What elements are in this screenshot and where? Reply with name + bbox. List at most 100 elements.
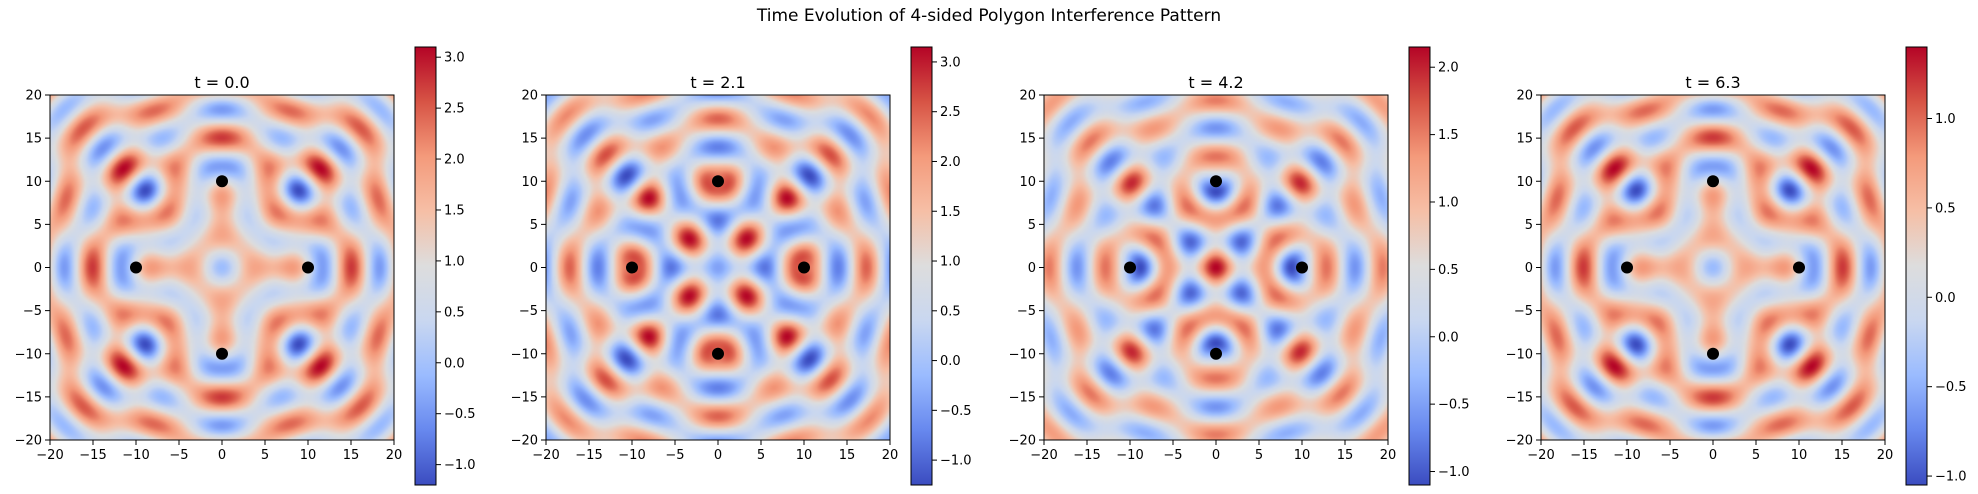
y-tick-label: −15 [511, 390, 538, 405]
y-tick-label: −15 [15, 390, 42, 405]
axes-frame [545, 94, 891, 441]
y-tick-label: −20 [1009, 434, 1036, 449]
y-tick-label: −5 [23, 304, 42, 319]
source-marker [1210, 175, 1222, 188]
colorbar-tick-label: −0.5 [1438, 398, 1470, 413]
colorbar-tick-label: 0.0 [940, 354, 961, 369]
x-tick-label: −10 [1116, 448, 1143, 463]
heatmap-image [1541, 95, 1885, 440]
source-marker [798, 261, 810, 274]
y-tick-label: −10 [1506, 347, 1533, 362]
y-tick-label: 5 [34, 218, 42, 233]
x-tick-label: −20 [1527, 448, 1554, 463]
y-tick-label: −5 [1514, 304, 1533, 319]
x-tick-label: 0 [1709, 448, 1717, 463]
colorbar [1905, 46, 1928, 486]
x-tick-label: 15 [343, 448, 360, 463]
x-tick-label: −5 [169, 448, 188, 463]
x-tick-label: −15 [79, 448, 106, 463]
x-tick-label: −5 [1660, 448, 1679, 463]
source-marker [712, 175, 724, 188]
colorbar-tick-label: 0.0 [1935, 291, 1956, 306]
colorbar-tick-label: 0.5 [940, 304, 961, 319]
source-marker [712, 347, 724, 360]
x-tick-label: 5 [1255, 448, 1263, 463]
x-tick-label: 5 [1752, 448, 1760, 463]
x-tick-label: 0 [218, 448, 226, 463]
subplot-3: t = 4.2 −20 −15 −10 −5 0 5 10 15 20 20 15 10 5 0 −5 −10 −… [1009, 46, 1470, 486]
colorbar-tick-label: 1.5 [1438, 128, 1459, 143]
x-tick-label: −20 [532, 448, 559, 463]
y-tick-label: 20 [1516, 89, 1533, 104]
y-tick-label: −20 [511, 434, 538, 449]
source-marker [1707, 347, 1719, 360]
y-tick-label: 15 [521, 132, 538, 147]
colorbar-tick-label: 0.0 [444, 356, 465, 371]
y-tick-label: 0 [1525, 261, 1533, 276]
axes-frame [1043, 94, 1389, 441]
y-tick-label: 10 [521, 175, 538, 190]
colorbar-tick-label: −1.0 [1438, 465, 1470, 480]
y-tick-label: 10 [1019, 175, 1036, 190]
subplot-title: t = 2.1 [690, 73, 745, 92]
x-tick-label: 10 [1791, 448, 1808, 463]
y-tick-label: 20 [25, 89, 42, 104]
colorbar-tick-label: 2.5 [444, 102, 465, 117]
x-tick-label: −15 [1570, 448, 1597, 463]
heatmap-image [50, 95, 394, 440]
subplot-title: t = 4.2 [1188, 73, 1243, 92]
colorbar-tick-label: 1.0 [940, 255, 961, 270]
subplot-4: t = 6.3 −20 −15 −10 −5 0 5 10 15 20 20 15 10 5 0 −5 −10 −… [1506, 46, 1967, 486]
x-tick-label: 5 [261, 448, 269, 463]
y-tick-label: 5 [1028, 218, 1036, 233]
y-tick-label: 0 [530, 261, 538, 276]
colorbar-tick-label: 2.0 [1438, 61, 1459, 76]
x-tick-label: 10 [300, 448, 317, 463]
y-tick-label: −5 [1017, 304, 1036, 319]
colorbar-tick-label: 3.0 [444, 51, 465, 66]
source-marker [1124, 261, 1136, 274]
y-tick-label: 15 [25, 132, 42, 147]
y-tick-label: 0 [34, 261, 42, 276]
y-tick-label: 20 [521, 89, 538, 104]
figure-title: Time Evolution of 4-sided Polygon Interf… [756, 6, 1222, 26]
source-marker [626, 261, 638, 274]
x-tick-label: −10 [618, 448, 645, 463]
x-tick-label: −10 [1613, 448, 1640, 463]
x-tick-label: 20 [882, 448, 899, 463]
source-marker [1621, 261, 1633, 274]
colorbar-tick-label: −0.5 [444, 407, 476, 422]
colorbar-tick-label: 2.5 [940, 105, 961, 120]
y-tick-label: 5 [1525, 218, 1533, 233]
y-tick-label: 15 [1516, 132, 1533, 147]
colorbar-tick-label: −1.0 [444, 458, 476, 473]
colorbar [414, 46, 437, 486]
colorbar-tick-label: 3.0 [940, 55, 961, 70]
x-tick-label: 10 [796, 448, 813, 463]
x-tick-label: −10 [122, 448, 149, 463]
colorbar-tick-label: 0.0 [1438, 330, 1459, 345]
y-tick-label: −20 [15, 434, 42, 449]
x-tick-label: 15 [1834, 448, 1851, 463]
x-tick-label: −15 [1073, 448, 1100, 463]
colorbar-tick-label: 1.5 [444, 203, 465, 218]
y-tick-label: −5 [519, 304, 538, 319]
x-tick-label: 10 [1294, 448, 1311, 463]
y-tick-label: −15 [1506, 390, 1533, 405]
source-marker [216, 347, 228, 360]
y-tick-label: −20 [1506, 434, 1533, 449]
colorbar-tick-label: 1.5 [940, 205, 961, 220]
y-tick-label: −10 [15, 347, 42, 362]
y-tick-label: 5 [530, 218, 538, 233]
heatmap-image [546, 95, 890, 440]
colorbar-tick-label: 1.0 [444, 254, 465, 269]
x-tick-label: −5 [1163, 448, 1182, 463]
x-tick-label: −5 [665, 448, 684, 463]
y-tick-label: 20 [1019, 89, 1036, 104]
colorbar [910, 46, 933, 486]
colorbar-tick-label: 1.0 [1438, 195, 1459, 210]
colorbar-tick-label: −0.5 [1935, 380, 1967, 395]
colorbar-tick-label: 0.5 [1438, 263, 1459, 278]
x-tick-label: 15 [1337, 448, 1354, 463]
